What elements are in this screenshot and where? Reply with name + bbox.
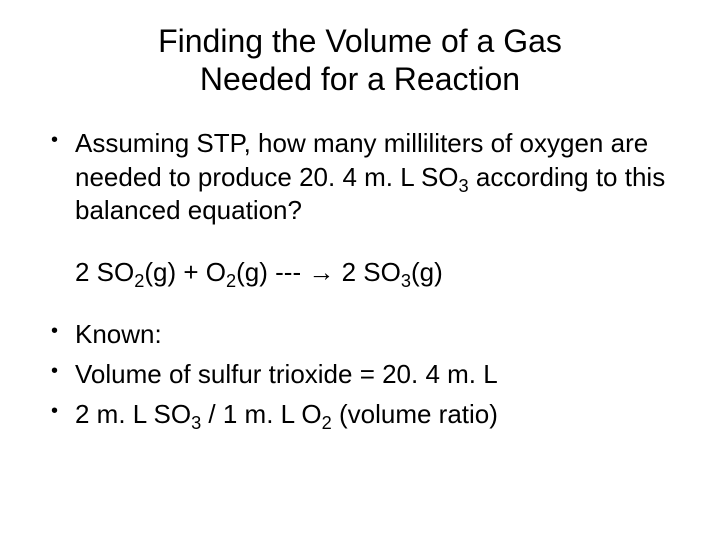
ratio-sub-1: 3 <box>191 413 201 433</box>
known-list: Known: Volume of sulfur trioxide = 20. 4… <box>45 318 675 431</box>
chemical-equation: 2 SO2(g) + O2(g) --- → 2 SO3(g) <box>45 256 675 290</box>
bullet-volume: Volume of sulfur trioxide = 20. 4 m. L <box>45 358 675 392</box>
subscript-so3: 3 <box>459 176 469 196</box>
slide-title: Finding the Volume of a Gas Needed for a… <box>45 22 675 99</box>
eq-part-3: (g) --- <box>236 257 308 287</box>
eq-sub-1: 2 <box>134 271 144 291</box>
known-label-text: Known: <box>75 319 162 349</box>
ratio-mid: / 1 m. L O <box>201 399 321 429</box>
ratio-prefix: 2 m. L SO <box>75 399 191 429</box>
content-list: Assuming STP, how many milliliters of ox… <box>45 127 675 228</box>
eq-sub-3: 3 <box>401 271 411 291</box>
bullet-known-label: Known: <box>45 318 675 352</box>
eq-part-1: 2 SO <box>75 257 134 287</box>
ratio-suffix: (volume ratio) <box>332 399 498 429</box>
bullet-ratio: 2 m. L SO3 / 1 m. L O2 (volume ratio) <box>45 398 675 432</box>
ratio-sub-2: 2 <box>322 413 332 433</box>
eq-sub-2: 2 <box>226 271 236 291</box>
bullet-question: Assuming STP, how many milliliters of ox… <box>45 127 675 228</box>
title-line-1: Finding the Volume of a Gas <box>158 23 562 59</box>
volume-text: Volume of sulfur trioxide = 20. 4 m. L <box>75 359 498 389</box>
title-line-2: Needed for a Reaction <box>200 61 520 97</box>
eq-part-4: 2 SO <box>334 257 400 287</box>
eq-part-2: (g) + O <box>144 257 226 287</box>
eq-arrow: → <box>308 257 334 287</box>
eq-part-5: (g) <box>411 257 443 287</box>
